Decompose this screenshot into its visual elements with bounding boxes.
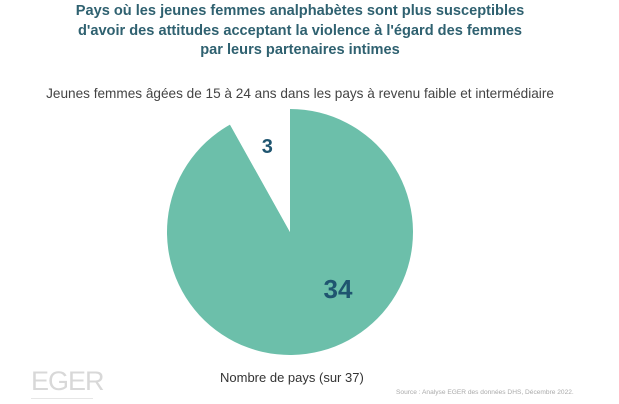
title-line-1: Pays où les jeunes femmes analphabètes s… — [75, 3, 525, 19]
data-label-34: 34 — [324, 274, 353, 304]
source-note: Source : Analyse EGER des données DHS, D… — [396, 389, 574, 396]
chart-subtitle: Jeunes femmes âgées de 15 à 24 ans dans … — [46, 86, 554, 101]
logo-underline — [31, 398, 93, 399]
pie-slice-3 — [230, 109, 290, 232]
pie-slice-34 — [166, 109, 413, 355]
title-line-3: par leurs partenaires intimes — [200, 42, 400, 58]
chart-title: Pays où les jeunes femmes analphabètes s… — [0, 2, 600, 61]
data-label-3: 3 — [262, 136, 273, 158]
title-line-2: d'avoir des attitudes acceptant la viole… — [77, 22, 523, 39]
eger-logo: EGER — [31, 366, 105, 396]
x-axis-label: Nombre de pays (sur 37) — [220, 370, 364, 385]
